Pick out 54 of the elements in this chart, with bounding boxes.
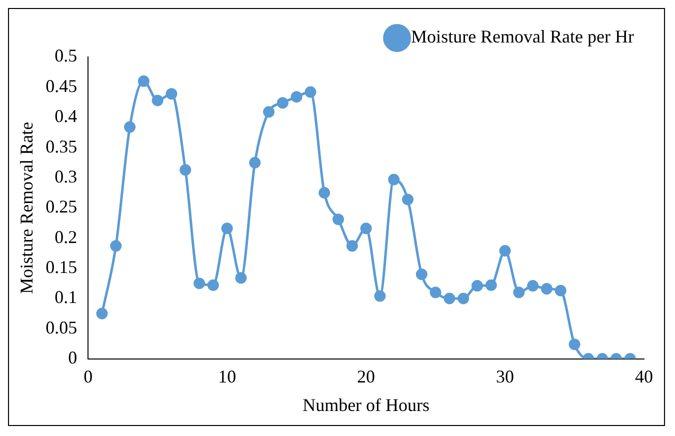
point xyxy=(290,91,302,103)
point xyxy=(96,308,108,320)
x-axis-title: Number of Hours xyxy=(302,394,430,415)
x-tick-label: 40 xyxy=(635,366,653,386)
point xyxy=(402,194,414,206)
point xyxy=(276,97,288,109)
y-tick-label: 0.5 xyxy=(54,46,78,66)
y-tick-label: 0.25 xyxy=(46,196,78,217)
point xyxy=(194,278,206,290)
point xyxy=(318,187,330,199)
y-tick-label: 0.4 xyxy=(54,106,78,126)
point xyxy=(540,283,552,295)
point xyxy=(110,240,122,252)
point xyxy=(444,292,456,304)
x-tick-label: 30 xyxy=(496,366,514,386)
x-tick-label: 20 xyxy=(357,366,376,386)
point xyxy=(221,222,233,234)
point xyxy=(430,286,442,298)
point xyxy=(138,75,150,87)
point xyxy=(485,279,497,291)
point xyxy=(360,222,372,234)
point xyxy=(416,268,428,280)
point xyxy=(304,86,316,98)
point xyxy=(499,245,511,257)
point xyxy=(471,280,483,292)
y-axis-title: Moisture Removal Rate xyxy=(16,122,37,294)
y-tick-label: 0 xyxy=(68,348,78,368)
point xyxy=(235,272,247,284)
point xyxy=(207,279,219,291)
x-tick-label: 0 xyxy=(84,366,93,386)
point xyxy=(527,280,539,292)
y-tick-label: 0.15 xyxy=(46,256,78,277)
point xyxy=(458,292,470,304)
point xyxy=(180,164,192,176)
point xyxy=(332,214,344,226)
point xyxy=(263,106,275,118)
point xyxy=(568,338,580,350)
y-tick-label: 0.2 xyxy=(54,226,78,247)
y-tick-label: 0.45 xyxy=(46,76,78,96)
point xyxy=(249,156,261,168)
point xyxy=(374,290,386,302)
x-tick-label: 10 xyxy=(218,366,236,386)
point xyxy=(166,88,178,100)
point xyxy=(554,284,566,296)
y-tick-label: 0.3 xyxy=(54,166,78,186)
point xyxy=(152,94,164,106)
y-tick-label: 0.35 xyxy=(46,136,78,156)
point xyxy=(124,121,136,133)
point xyxy=(388,174,400,186)
point xyxy=(346,240,358,252)
legend-label: Moisture Removal Rate per Hr xyxy=(411,26,634,47)
y-tick-label: 0.05 xyxy=(46,317,78,338)
point xyxy=(513,286,525,298)
y-tick-label: 0.1 xyxy=(54,287,78,308)
